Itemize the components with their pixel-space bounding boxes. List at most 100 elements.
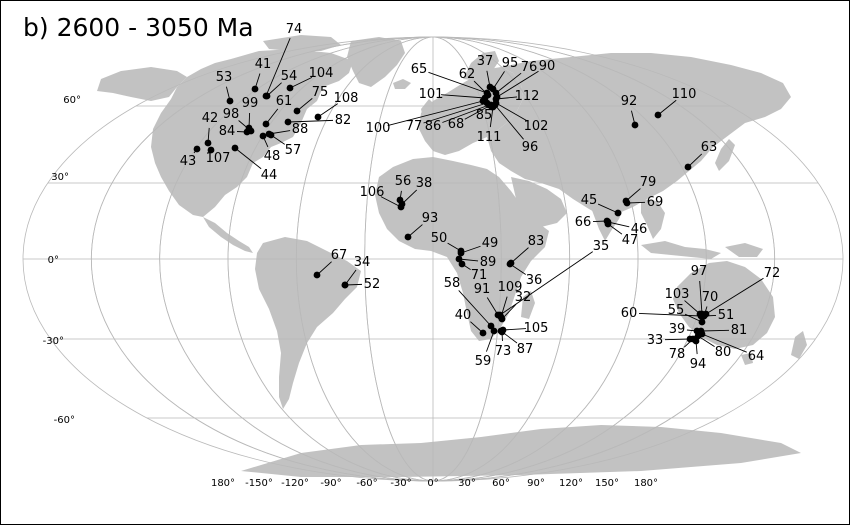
site-label: 38 — [416, 176, 433, 191]
site-label: 72 — [764, 266, 781, 281]
land-tasmania — [741, 353, 753, 365]
longitude-label: 150° — [595, 478, 619, 489]
site-marker — [293, 107, 301, 115]
site-label: 35 — [593, 239, 610, 254]
site-107: 107 — [206, 146, 230, 166]
longitude-label: -60° — [356, 478, 377, 489]
site-label: 77 — [406, 119, 423, 134]
longitude-label: -90° — [320, 478, 341, 489]
site-label: 106 — [360, 185, 385, 200]
site-marker — [490, 327, 498, 335]
site-64: 64 — [698, 330, 765, 364]
site-leader-line — [657, 99, 677, 116]
site-leader-line — [401, 189, 418, 205]
site-leader-line — [464, 104, 492, 120]
site-label: 105 — [524, 321, 549, 336]
site-label: 94 — [690, 357, 707, 372]
site-101: 101 — [419, 87, 489, 102]
site-leader-line — [428, 71, 488, 94]
site-marker — [487, 322, 495, 330]
land-south-america — [255, 237, 361, 409]
land-japan — [715, 139, 735, 171]
site-label: 34 — [354, 255, 371, 270]
site-marker — [631, 121, 639, 129]
land-europe — [419, 67, 523, 155]
axis-labels: 60° 30° 0° -30° -60° 180° -150° -120° -90° -60° -3… — [43, 95, 658, 489]
site-label: 93 — [422, 211, 439, 226]
site-label: 76 — [521, 60, 538, 75]
site-leader-line — [287, 119, 334, 123]
site-label: 95 — [502, 56, 519, 71]
figure-title: b) 2600 - 3050 Ma — [23, 13, 254, 42]
site-marker — [700, 312, 708, 320]
site-59: 59 — [475, 327, 498, 369]
site-marker — [204, 139, 212, 147]
site-40: 40 — [455, 308, 487, 337]
site-label: 50 — [431, 231, 448, 246]
site-105: 105 — [499, 321, 549, 336]
site-label: 104 — [309, 66, 334, 81]
site-leader-line — [638, 312, 702, 317]
site-leader-line — [495, 96, 518, 100]
site-label: 70 — [702, 290, 719, 305]
landmasses — [97, 35, 807, 477]
site-label: 83 — [528, 234, 545, 249]
site-49: 49 — [457, 236, 498, 257]
site-leader-line — [440, 94, 486, 99]
site-marker — [231, 144, 239, 152]
site-42: 42 — [202, 111, 219, 147]
site-marker — [267, 131, 275, 139]
site-leader-line — [442, 104, 490, 123]
site-label: 39 — [669, 322, 686, 337]
land-india — [587, 183, 625, 241]
site-leader-line — [486, 330, 495, 352]
site-marker — [404, 233, 412, 241]
latitude-label: 30° — [51, 172, 69, 183]
site-label: 64 — [748, 349, 765, 364]
site-label: 58 — [444, 276, 461, 291]
site-label: 87 — [517, 342, 534, 357]
site-label: 111 — [477, 130, 502, 145]
site-label: 52 — [364, 277, 381, 292]
site-label: 92 — [621, 94, 638, 109]
site-label: 81 — [731, 323, 748, 338]
site-leader-line — [380, 196, 402, 208]
site-leader-line — [701, 333, 747, 353]
site-label: 112 — [515, 89, 540, 104]
site-label: 54 — [281, 69, 298, 84]
land-southeast-asia — [641, 199, 665, 239]
site-label: 42 — [202, 111, 219, 126]
site-marker — [284, 118, 292, 126]
site-53: 53 — [216, 70, 234, 105]
land-greenland — [347, 37, 405, 87]
site-label: 73 — [495, 344, 512, 359]
land-indonesia — [641, 241, 721, 259]
longitude-label: -120° — [281, 478, 309, 489]
site-label: 57 — [285, 143, 302, 158]
site-leader-line — [495, 102, 528, 122]
site-104: 104 — [286, 66, 334, 92]
site-label: 85 — [476, 108, 493, 123]
site-marker — [341, 281, 349, 289]
site-92: 92 — [621, 94, 639, 129]
site-leader-line — [684, 300, 701, 315]
site-55: 55 — [668, 303, 706, 326]
site-65: 65 — [411, 62, 491, 97]
site-marker — [684, 163, 692, 171]
site-marker — [604, 220, 612, 228]
site-leader-line — [387, 100, 484, 126]
site-label: 41 — [255, 57, 272, 72]
site-label: 71 — [471, 268, 488, 283]
site-marker — [497, 327, 505, 335]
site-label: 80 — [715, 345, 732, 360]
site-label: 47 — [622, 233, 639, 248]
site-91: 91 — [474, 282, 502, 319]
site-label: 88 — [292, 122, 309, 137]
site-87: 87 — [497, 327, 534, 357]
site-61: 61 — [262, 94, 292, 128]
site-label: 63 — [701, 140, 718, 155]
site-marker — [455, 255, 463, 263]
site-label: 100 — [366, 121, 391, 136]
longitude-label: 0° — [427, 478, 438, 489]
